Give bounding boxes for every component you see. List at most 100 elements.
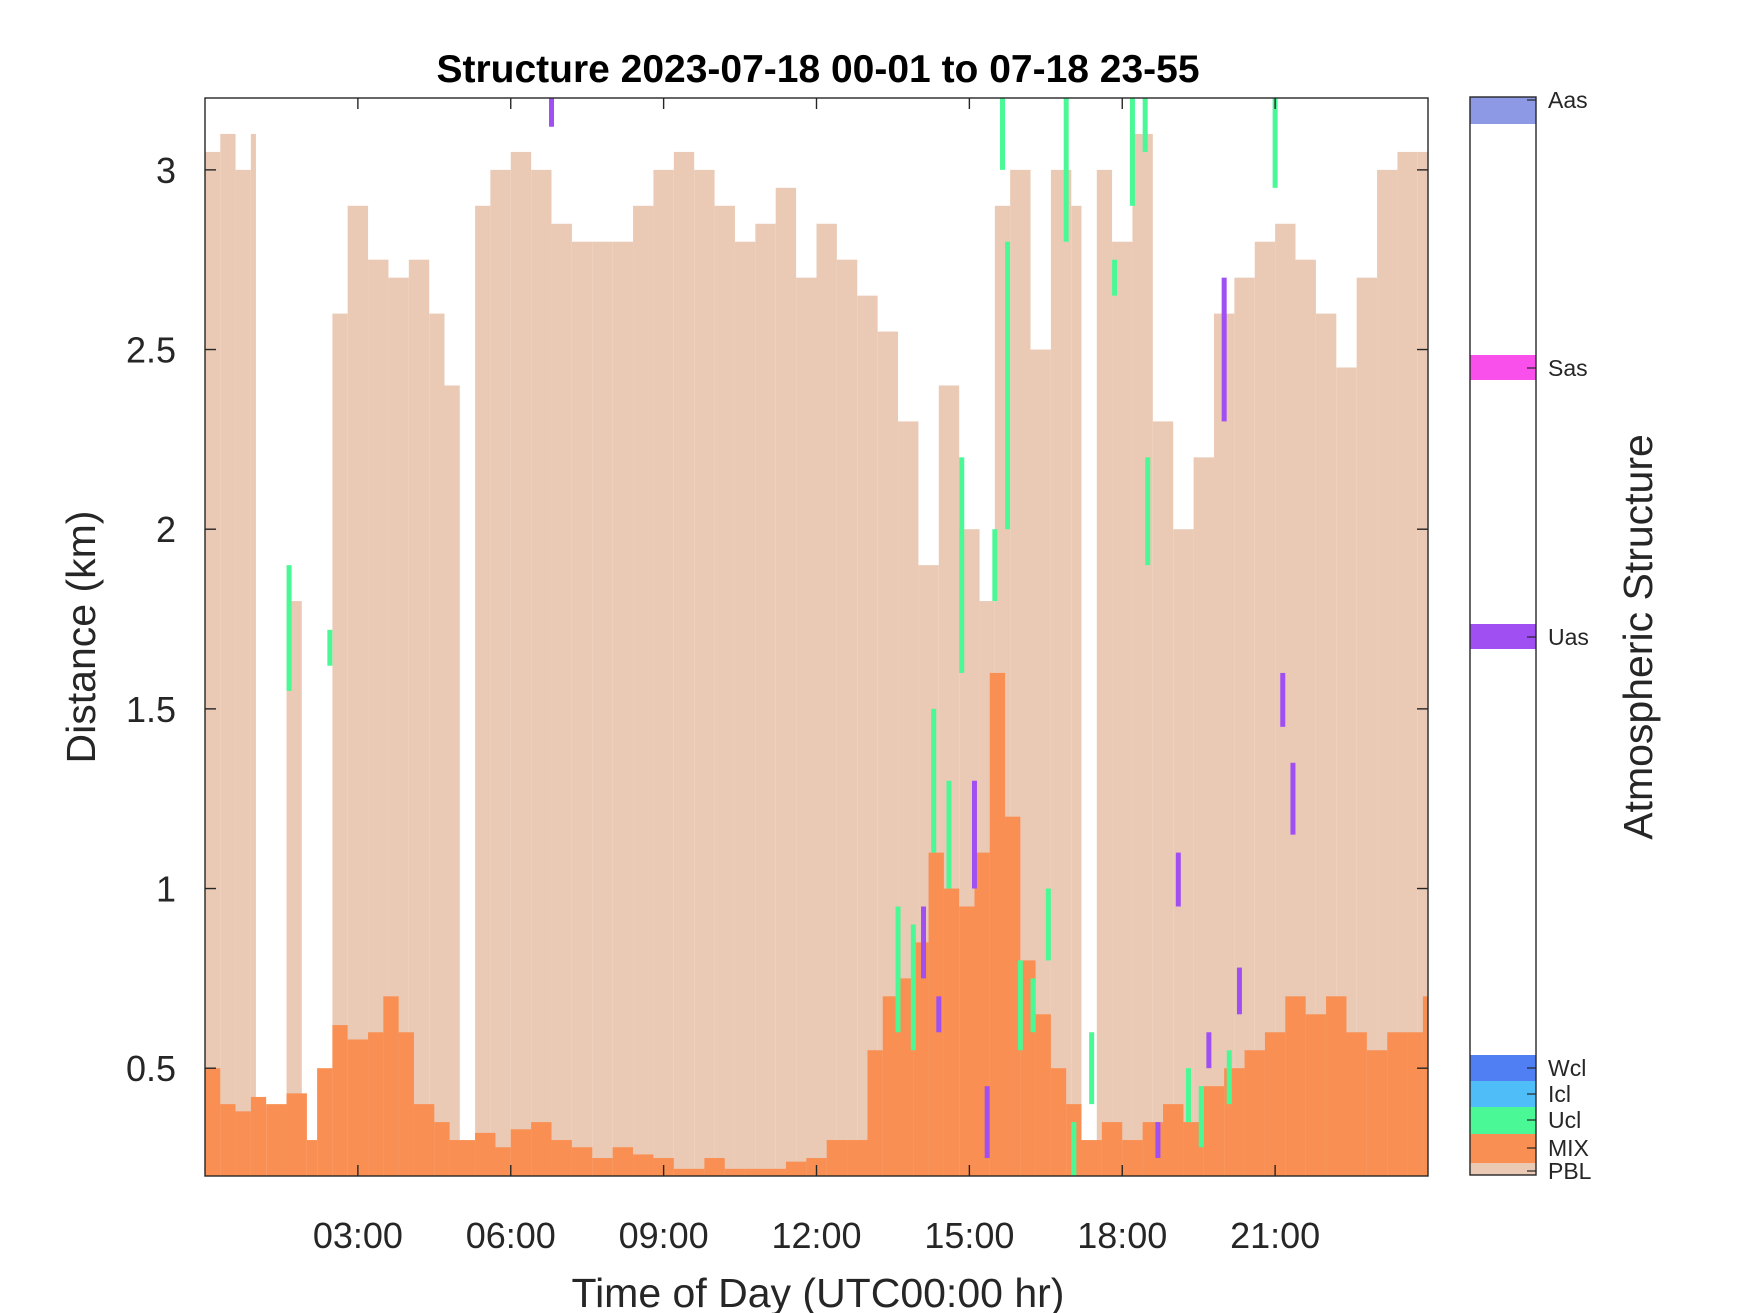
- ucl-segment: [1129, 98, 1135, 206]
- x-axis: 03:00 06:00 09:00 12:00 15:00 18:00 21:00: [313, 98, 1320, 1256]
- mix-column: [1305, 1014, 1327, 1176]
- mix-column: [571, 1147, 593, 1176]
- mix-column: [1407, 1032, 1423, 1176]
- ucl-segment: [1063, 98, 1069, 242]
- pbl-column: [531, 169, 552, 1176]
- mix-column: [913, 942, 929, 1176]
- pbl-column: [475, 205, 491, 1176]
- mix-column: [332, 1025, 348, 1176]
- ucl-segment: [999, 98, 1005, 170]
- pbl-column: [429, 313, 445, 1176]
- pbl-column: [612, 241, 634, 1176]
- uas-segment: [1221, 277, 1227, 422]
- y-tick-label: 1.5: [126, 689, 176, 730]
- pbl-column: [250, 133, 256, 1176]
- ucl-segment: [1030, 978, 1036, 1033]
- ucl-segment: [327, 629, 333, 666]
- mix-column: [220, 1104, 236, 1176]
- pbl-column: [1112, 241, 1133, 1176]
- y-tick-label: 3: [156, 150, 176, 191]
- x-tick-label: 18:00: [1077, 1215, 1167, 1256]
- ucl-segment: [946, 780, 952, 889]
- y-tick-label: 2: [156, 509, 176, 550]
- pbl-column: [368, 259, 389, 1176]
- x-tick-label: 09:00: [619, 1215, 709, 1256]
- mix-column: [928, 852, 944, 1176]
- uas-segment: [936, 996, 942, 1033]
- mix-column: [592, 1158, 613, 1176]
- pbl-column: [1275, 223, 1296, 1176]
- uas-segment: [1175, 852, 1181, 907]
- colorbar-swatch-sas: [1470, 355, 1536, 380]
- ucl-segment: [1089, 1032, 1095, 1105]
- colorbar-swatch-aas: [1470, 97, 1536, 124]
- colorbar-label: Atmospheric Structure: [1615, 434, 1661, 840]
- y-tick-label: 0.5: [126, 1048, 176, 1089]
- mix-column: [1005, 816, 1021, 1176]
- pbl-column: [1213, 313, 1235, 1176]
- mix-column: [1387, 1032, 1408, 1176]
- mix-column: [867, 1050, 883, 1176]
- ucl-segment: [1272, 98, 1278, 188]
- pbl-column: [490, 169, 511, 1176]
- x-tick-label: 06:00: [466, 1215, 556, 1256]
- pbl-column: [877, 331, 899, 1176]
- mix-column: [673, 1168, 705, 1176]
- pbl-column: [1234, 277, 1255, 1176]
- colorbar-label-icl: Icl: [1548, 1081, 1571, 1107]
- pbl-column: [1377, 169, 1398, 1176]
- ucl-segment: [1005, 241, 1011, 530]
- uas-segment: [1280, 672, 1286, 727]
- colorbar-swatch-pbl: [1470, 1163, 1536, 1175]
- mix-column: [250, 1096, 267, 1176]
- colorbar-frame: [1469, 96, 1537, 1176]
- y-tick-label: 1: [156, 869, 176, 910]
- pbl-column: [1193, 457, 1214, 1176]
- ucl-segment: [286, 565, 292, 691]
- mix-column: [1264, 1032, 1286, 1176]
- colorbar-label-wcl: Wcl: [1548, 1055, 1586, 1081]
- ucl-segment: [1145, 457, 1151, 566]
- pbl-column: [332, 313, 348, 1176]
- pbl-column: [205, 151, 221, 1176]
- x-tick-label: 21:00: [1230, 1215, 1320, 1256]
- uas-segment: [1236, 967, 1242, 1015]
- mix-column: [612, 1147, 634, 1176]
- pbl-column: [714, 205, 735, 1176]
- mix-column: [704, 1158, 725, 1176]
- uas-segment: [1155, 1122, 1161, 1159]
- mix-column: [1326, 996, 1347, 1176]
- mix-column: [1285, 996, 1306, 1176]
- mix-column: [235, 1111, 251, 1176]
- uas-segment: [549, 98, 555, 127]
- mix-column: [551, 1140, 572, 1176]
- pbl-column: [796, 277, 817, 1176]
- mix-column: [368, 1032, 384, 1176]
- ucl-segment: [1198, 1086, 1204, 1148]
- colorbar-swatch-wcl: [1470, 1055, 1536, 1081]
- pbl-column: [734, 241, 756, 1176]
- mix-column: [959, 906, 975, 1176]
- pbl-column: [1173, 529, 1194, 1176]
- mix-column: [205, 1068, 221, 1176]
- mix-column: [989, 672, 1006, 1176]
- mix-column: [826, 1140, 848, 1176]
- mix-column: [1101, 1122, 1123, 1176]
- mix-column: [266, 1104, 287, 1176]
- colorbar-label-aas: Aas: [1548, 87, 1588, 113]
- ucl-segment: [1045, 888, 1051, 961]
- mix-column: [1366, 1050, 1388, 1176]
- mix-column: [1203, 1086, 1225, 1176]
- ucl-segment: [1226, 1050, 1232, 1105]
- colorbar-swatch-mix: [1470, 1134, 1536, 1163]
- mix-column: [765, 1168, 786, 1176]
- ucl-segment: [1142, 98, 1148, 152]
- pbl-column: [571, 241, 593, 1176]
- mix-column: [347, 1039, 369, 1176]
- ucl-segment: [910, 924, 916, 1051]
- colorbar-swatch-uas: [1470, 624, 1536, 649]
- mix-column: [1346, 1032, 1367, 1176]
- mix-column: [510, 1129, 532, 1176]
- pbl-column: [1397, 151, 1418, 1176]
- mix-column: [1081, 1140, 1102, 1176]
